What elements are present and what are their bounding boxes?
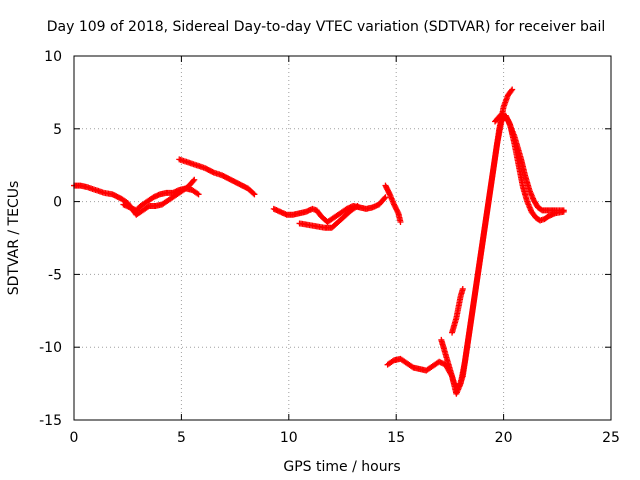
series-segment-5d xyxy=(492,111,567,214)
x-tick-label: 25 xyxy=(602,430,620,446)
data-point xyxy=(190,177,197,184)
series-segment-5a xyxy=(384,86,516,397)
axis-ticks: 0 5 10 15 20 25 -15 -10 -5 0 5 10 xyxy=(39,49,620,446)
x-tick-label: 20 xyxy=(495,430,513,446)
data-point xyxy=(397,218,404,225)
x-tick-label: 15 xyxy=(387,430,405,446)
data-point xyxy=(381,195,388,202)
chart-title: Day 109 of 2018, Sidereal Day-to-day VTE… xyxy=(47,19,605,35)
data-point xyxy=(508,87,515,94)
data-point xyxy=(353,203,360,210)
data-point xyxy=(560,207,567,214)
x-tick-label: 5 xyxy=(177,430,186,446)
x-tick-label: 10 xyxy=(280,430,298,446)
series-segment-5c xyxy=(449,285,466,336)
y-tick-label: 5 xyxy=(53,122,62,138)
data-point xyxy=(191,176,198,183)
data-point xyxy=(250,190,257,197)
y-tick-label: -10 xyxy=(39,340,62,356)
series-segment-2 xyxy=(176,156,258,198)
data-point xyxy=(382,194,389,201)
data-point xyxy=(354,202,361,209)
y-axis-title: SDTVAR / TECUs xyxy=(6,181,22,296)
series-segment-1b xyxy=(120,185,202,214)
grid xyxy=(74,56,611,420)
series-segment-4 xyxy=(382,182,404,225)
y-tick-label: -5 xyxy=(48,267,62,283)
data-points xyxy=(71,86,567,397)
series-segment-3b xyxy=(296,202,361,231)
y-tick-label: -15 xyxy=(39,413,62,429)
plot-frame xyxy=(73,55,612,421)
data-point xyxy=(459,285,466,292)
data-point xyxy=(509,86,516,93)
y-tick-label: 0 xyxy=(53,195,62,211)
data-point xyxy=(251,191,258,198)
data-point xyxy=(194,190,201,197)
data-point xyxy=(195,191,202,198)
x-tick-label: 0 xyxy=(70,430,79,446)
x-axis-title: GPS time / hours xyxy=(283,459,400,475)
series-segment-5b xyxy=(438,112,567,391)
y-tick-label: 10 xyxy=(44,49,62,65)
